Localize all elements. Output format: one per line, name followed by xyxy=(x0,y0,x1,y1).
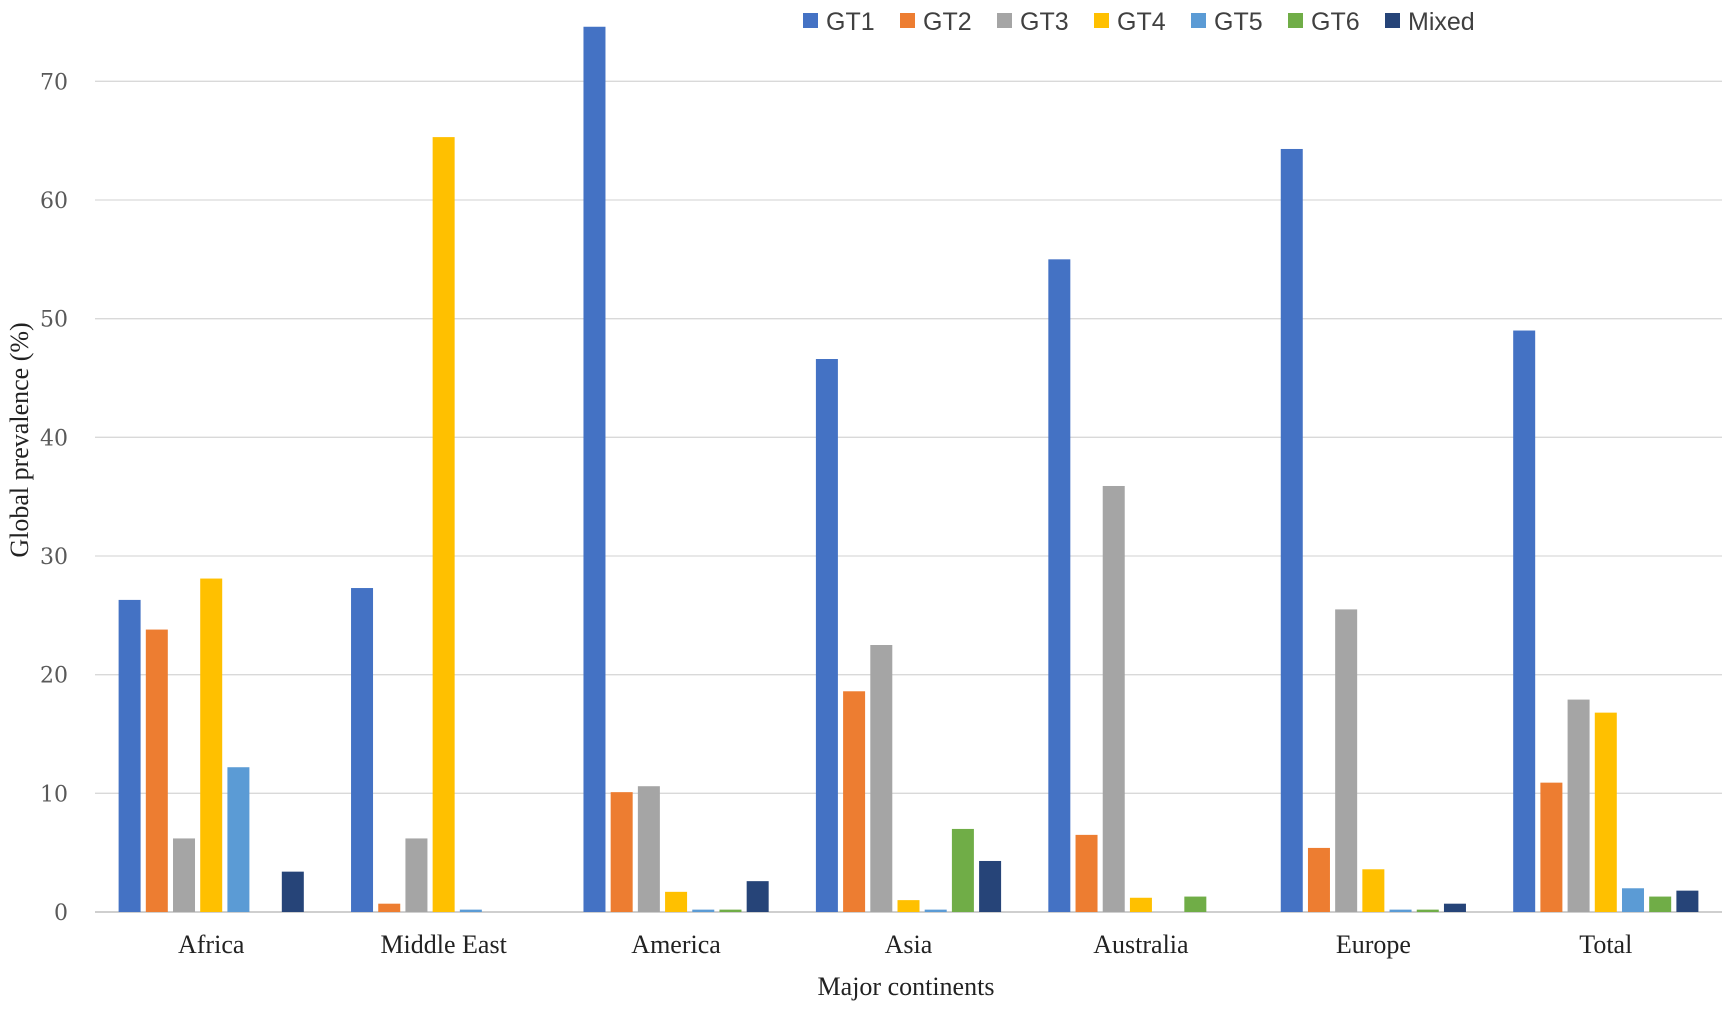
bar-gt1-america xyxy=(583,26,606,912)
bar-gt5-total xyxy=(1621,888,1644,912)
bar-gt5-america xyxy=(692,909,715,912)
legend-swatch-gt1 xyxy=(803,13,818,28)
legend-swatch-gt4 xyxy=(1094,13,1109,28)
bar-gt6-america xyxy=(719,909,742,912)
bar-gt6-australia xyxy=(1184,896,1207,912)
bar-gt2-africa xyxy=(145,629,168,912)
bar-gt3-america xyxy=(637,786,660,912)
bar-gt3-asia xyxy=(870,645,893,912)
bar-gt3-europe xyxy=(1335,609,1358,912)
bar-gt1-australia xyxy=(1048,259,1071,913)
bar-mixed-asia xyxy=(979,860,1002,912)
bar-gt4-america xyxy=(665,891,688,912)
y-tick-label: 30 xyxy=(40,545,68,570)
y-tick-label: 20 xyxy=(40,664,68,689)
bar-mixed-europe xyxy=(1443,903,1466,912)
y-tick-label: 0 xyxy=(54,901,68,926)
legend: GT1 GT2 GT3 GT4 GT5 GT6 Mixed xyxy=(803,8,1475,36)
y-tick-label: 70 xyxy=(40,70,68,95)
y-axis-title: Global prevalence (%) xyxy=(5,322,34,557)
gridlines xyxy=(95,80,1722,913)
legend-swatch-mixed xyxy=(1385,13,1400,28)
bar-gt4-europe xyxy=(1362,869,1385,912)
legend-swatch-gt3 xyxy=(997,13,1012,28)
y-tick-label: 10 xyxy=(40,782,68,807)
bar-gt6-total xyxy=(1649,896,1672,912)
x-category-label: Europe xyxy=(1336,930,1411,959)
bar-gt1-middle-east xyxy=(351,588,374,912)
bar-gt4-africa xyxy=(200,578,223,912)
y-tick-label: 50 xyxy=(40,308,68,333)
bar-gt3-total xyxy=(1567,699,1590,912)
x-category-label: Africa xyxy=(178,930,245,959)
legend-swatch-gt6 xyxy=(1288,13,1303,28)
bars xyxy=(118,26,1699,913)
bar-gt1-asia xyxy=(815,359,838,912)
bar-gt4-middle-east xyxy=(432,137,455,913)
bar-gt2-europe xyxy=(1307,847,1330,912)
legend-label-gt5: GT5 xyxy=(1214,8,1263,36)
legend-label-gt1: GT1 xyxy=(826,8,875,36)
bar-gt5-middle-east xyxy=(459,909,482,912)
bar-mixed-total xyxy=(1676,890,1699,912)
bar-gt1-europe xyxy=(1280,148,1303,913)
x-axis-title: Major continents xyxy=(818,972,995,1001)
y-axis-ticks: 0 10 20 30 40 50 60 70 xyxy=(40,70,68,926)
x-axis-categories: Africa Middle East America Asia Australia Eur… xyxy=(178,930,1632,959)
bar-gt2-total xyxy=(1540,782,1563,912)
bar-gt4-total xyxy=(1594,712,1617,912)
bar-gt2-australia xyxy=(1075,834,1098,912)
bar-gt5-asia xyxy=(924,909,947,912)
bar-mixed-america xyxy=(746,881,769,912)
x-category-label: Middle East xyxy=(380,930,507,959)
bar-gt3-middle-east xyxy=(405,838,428,912)
bar-gt5-africa xyxy=(227,767,250,912)
bar-gt3-australia xyxy=(1102,485,1125,912)
x-category-label: America xyxy=(631,930,721,959)
y-tick-label: 40 xyxy=(40,426,68,451)
legend-label-gt3: GT3 xyxy=(1020,8,1069,36)
bar-gt2-america xyxy=(610,792,633,912)
bar-gt5-europe xyxy=(1389,909,1412,912)
legend-label-gt2: GT2 xyxy=(923,8,972,36)
x-category-label: Total xyxy=(1579,930,1632,959)
bar-gt1-africa xyxy=(118,599,141,912)
x-category-label: Asia xyxy=(885,930,933,959)
legend-label-gt6: GT6 xyxy=(1311,8,1360,36)
x-category-label: Australia xyxy=(1093,930,1189,959)
bar-gt4-australia xyxy=(1129,897,1152,912)
legend-label-mixed: Mixed xyxy=(1408,8,1475,36)
bar-gt3-africa xyxy=(173,838,196,912)
legend-swatch-gt2 xyxy=(900,13,915,28)
y-tick-label: 60 xyxy=(40,189,68,214)
bar-mixed-africa xyxy=(281,871,304,912)
legend-swatch-gt5 xyxy=(1191,13,1206,28)
legend-label-gt4: GT4 xyxy=(1117,8,1166,36)
bar-gt1-total xyxy=(1513,330,1536,912)
bar-gt4-asia xyxy=(897,900,920,912)
bar-gt6-asia xyxy=(951,828,974,912)
bar-gt2-asia xyxy=(843,691,866,912)
bar-gt6-europe xyxy=(1416,909,1439,912)
bar-gt2-middle-east xyxy=(378,903,401,912)
